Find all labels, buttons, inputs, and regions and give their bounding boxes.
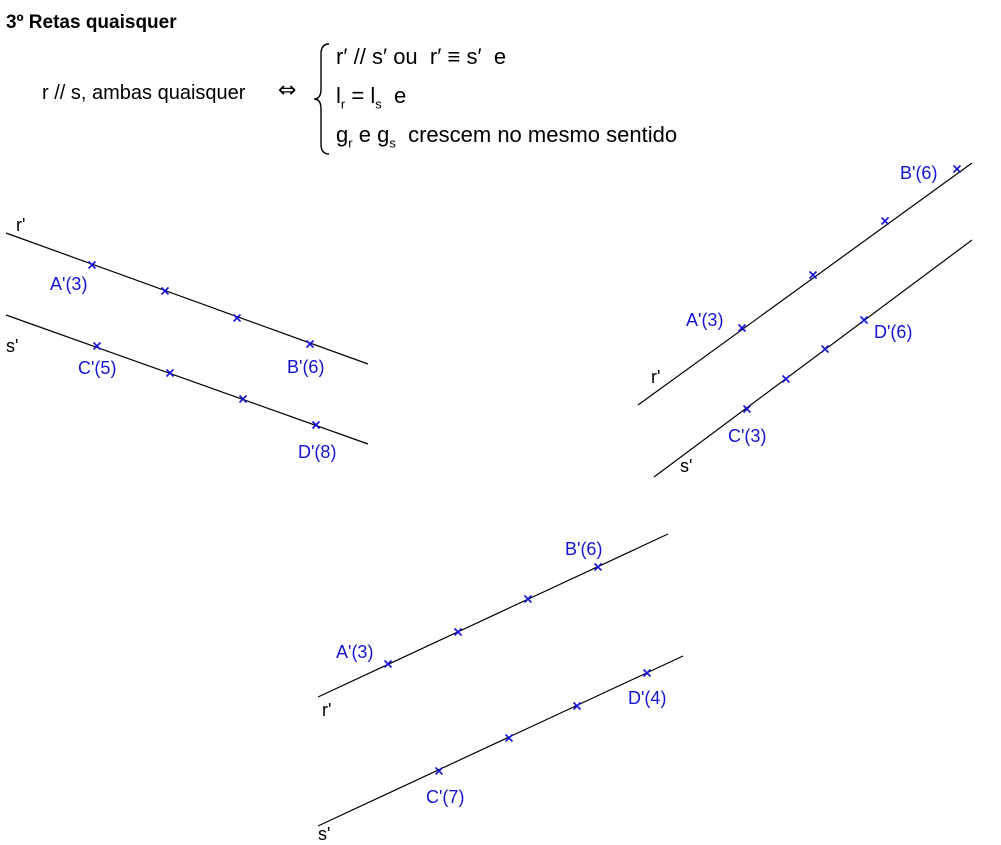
left-brace <box>313 43 330 155</box>
figure-3-r-line-point-mark <box>523 594 533 604</box>
figure-2-point-label: A'(3) <box>686 310 723 330</box>
page-title: 3º Retas quaisquer <box>6 12 177 33</box>
figure-2-s-line-point-mark <box>781 374 791 384</box>
figure-1-r-line-label: r' <box>16 215 25 235</box>
figure-2-r-line-point-mark <box>880 216 890 226</box>
figure-1-point-label: B'(6) <box>287 357 324 377</box>
figure-2-s-line-point-mark <box>820 344 830 354</box>
figure-1-s-line-point-mark <box>165 368 175 378</box>
figure-3-r-line-point-mark <box>453 627 463 637</box>
figure-1-s-line-point-mark <box>238 394 248 404</box>
iff-symbol: ⇔ <box>278 78 297 103</box>
figure-1-r-line-point-mark <box>232 313 242 323</box>
figure-2-s-line-point-mark <box>859 315 869 325</box>
figure-1-s-line <box>5 314 369 445</box>
figure-2-point-label: C'(3) <box>728 426 766 446</box>
figure-3-s-line-point-mark <box>504 733 514 743</box>
figure-3-s-line-point-mark <box>642 668 652 678</box>
condition-1: r′ // s′ ou r′ ≡ s′ e <box>336 44 507 69</box>
figure-1-s-line-point-mark <box>311 420 321 430</box>
condition-2: lr = ls e <box>336 83 407 112</box>
figure-1-s-line-point-mark <box>92 341 102 351</box>
condition-3: gr e gs crescem no mesmo sentido <box>336 122 678 151</box>
figure-1-r-line-point-mark <box>305 339 315 349</box>
figure-3-s-line-point-mark <box>572 701 582 711</box>
figure-3-s-line <box>317 655 684 827</box>
figure-3-r-line-label: r' <box>322 700 331 720</box>
figure-2-s-line <box>653 239 973 478</box>
figure-1-r-line-point-mark <box>87 260 97 270</box>
figure-3-point-label: B'(6) <box>565 539 602 559</box>
figure-2-s-line-point-mark <box>742 404 752 414</box>
figure-3-s-line-label: s' <box>318 824 330 844</box>
figure-1-point-label: C'(5) <box>78 358 116 378</box>
figure-1-s-line-label: s' <box>6 336 18 356</box>
figure-3-point-label: A'(3) <box>336 642 373 662</box>
figure-3-r-line-point-mark <box>593 562 603 572</box>
figure-3-point-label: D'(4) <box>628 688 666 708</box>
figure-3-s-line-point-mark <box>434 766 444 776</box>
figure-2-point-label: B'(6) <box>900 163 937 183</box>
criterion-lhs: r // s, ambas quaisquer <box>42 82 246 104</box>
figure-2-point-label: D'(6) <box>874 322 912 342</box>
figure-2-r-line-point-mark <box>737 323 747 333</box>
figure-2-r-line-point-mark <box>952 164 962 174</box>
figure-2-s-line-label: s' <box>680 456 692 476</box>
figure-3-r-line <box>317 533 669 698</box>
figure-3-point-label: C'(7) <box>426 787 464 807</box>
figure-2-r-line-label: r' <box>651 367 660 387</box>
figure-2-r-line-point-mark <box>808 270 818 280</box>
figure-2-r-line <box>637 162 973 406</box>
figure-1-r-line <box>5 232 369 365</box>
figure-1-r-line-point-mark <box>160 286 170 296</box>
figure-1-point-label: A'(3) <box>50 274 87 294</box>
figure-3-r-line-point-mark <box>383 659 393 669</box>
figure-1-point-label: D'(8) <box>298 442 336 462</box>
